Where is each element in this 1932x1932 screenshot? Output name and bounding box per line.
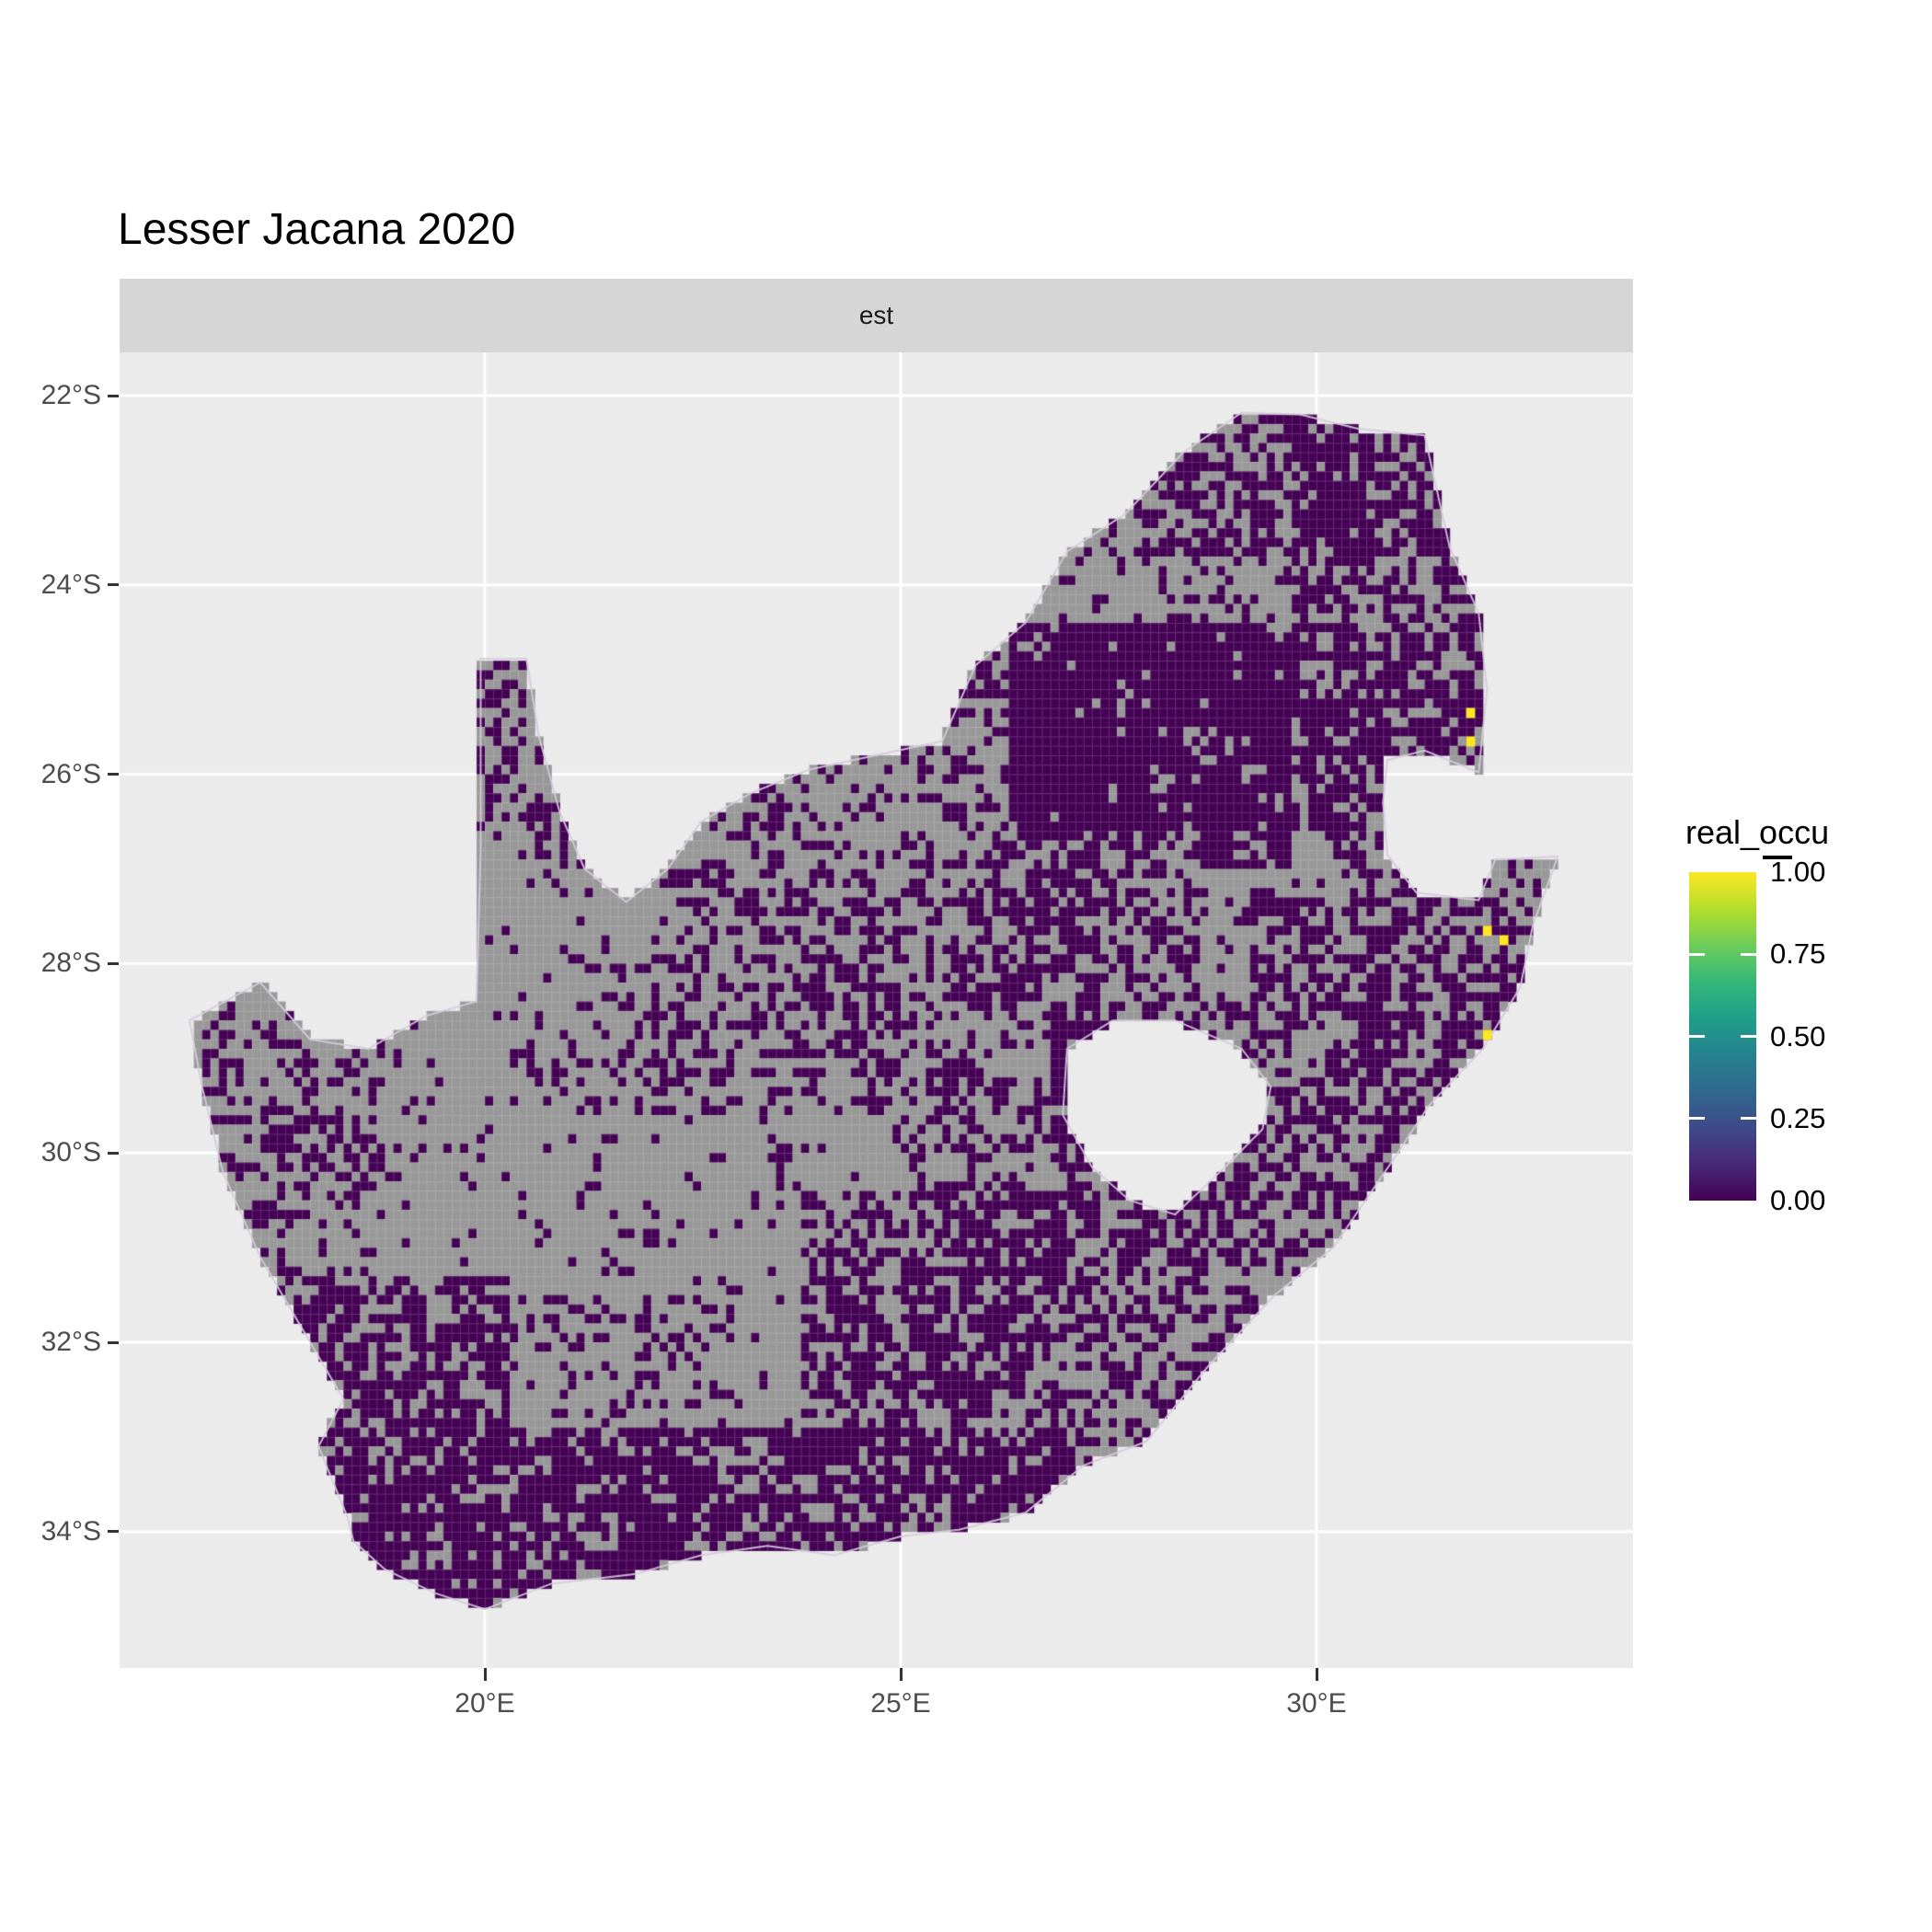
legend-tick-label: 0.00 — [1770, 1184, 1826, 1216]
legend-bar-tick — [1689, 1117, 1705, 1121]
legend-tick-label: 0.75 — [1770, 937, 1826, 971]
y-axis-label: 32°S — [40, 1327, 101, 1357]
legend-tick-label: 0.25 — [1770, 1101, 1826, 1134]
x-axis-label: 30°E — [1286, 1688, 1347, 1719]
y-axis-tick — [108, 773, 119, 776]
legend-bar-tick — [1741, 952, 1756, 956]
legend-tick-label: 1.00 — [1770, 856, 1826, 888]
x-axis-tick — [483, 1668, 487, 1681]
y-axis-label: 28°S — [40, 948, 101, 979]
legend-bar-tick — [1741, 1035, 1756, 1038]
legend-bar-tick — [1741, 1117, 1756, 1121]
map-canvas — [120, 352, 1633, 1668]
facet-strip-label: est — [858, 301, 894, 329]
y-axis-label: 22°S — [40, 380, 101, 410]
legend: real_occu 1.00 0.75 0.50 0.25 0.00 — [1656, 791, 1932, 1270]
legend-max-tick — [1763, 856, 1792, 859]
plot-title: Lesser Jacana 2020 — [118, 205, 516, 254]
y-axis-tick — [108, 1530, 119, 1534]
legend-bar-tick — [1689, 1035, 1705, 1038]
facet-strip: est — [120, 279, 1633, 352]
legend-tick-label: 0.50 — [1770, 1019, 1826, 1052]
y-axis-label: 34°S — [40, 1515, 101, 1547]
y-axis-label: 26°S — [40, 758, 101, 789]
y-axis-tick — [108, 1340, 119, 1344]
legend-bar-tick — [1689, 952, 1705, 956]
y-axis-label: 24°S — [40, 569, 101, 600]
legend-title: real_occu — [1685, 813, 1830, 851]
y-axis-tick — [108, 1151, 119, 1155]
x-axis-tick — [1315, 1668, 1318, 1681]
y-axis-tick — [108, 583, 119, 587]
x-axis-label: 25°E — [870, 1688, 931, 1719]
y-axis-tick — [108, 961, 119, 965]
x-axis-tick — [899, 1668, 903, 1681]
plot-panel — [120, 352, 1633, 1668]
x-axis-label: 20°E — [454, 1688, 515, 1719]
y-axis-tick — [108, 394, 119, 397]
y-axis-label: 30°S — [40, 1137, 101, 1168]
